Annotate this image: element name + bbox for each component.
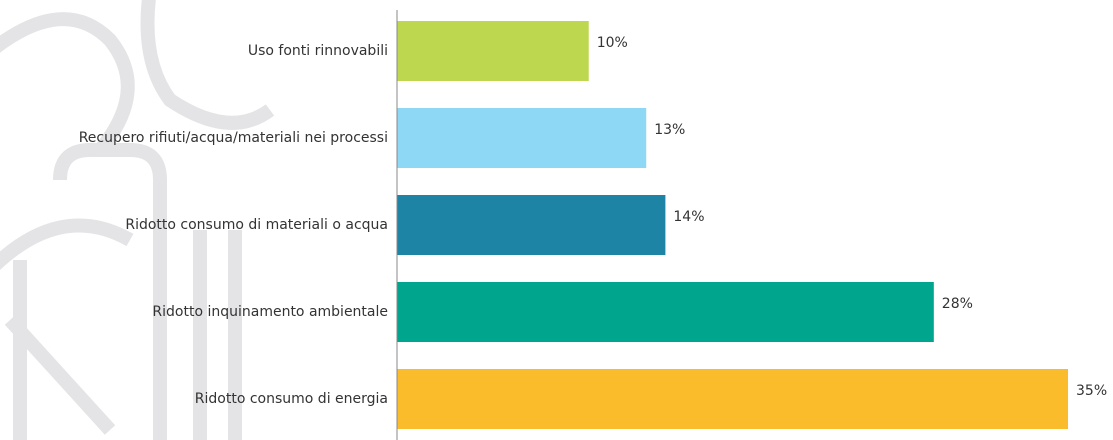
value-label: 35% (1076, 383, 1107, 399)
bar (397, 282, 934, 342)
background-decoration (0, 0, 275, 440)
category-label: Uso fonti rinnovabili (248, 43, 388, 59)
value-label: 14% (673, 209, 704, 225)
category-label: Recupero rifiuti/acqua/materiali nei pro… (79, 130, 388, 146)
value-label: 10% (597, 35, 628, 51)
bar (397, 195, 666, 255)
value-label: 28% (942, 296, 973, 312)
value-label: 13% (654, 122, 685, 138)
bar (397, 21, 589, 81)
bar (397, 108, 647, 168)
category-label: Ridotto consumo di energia (195, 391, 388, 407)
bar (397, 369, 1068, 429)
category-label: Ridotto consumo di materiali o acqua (125, 217, 388, 233)
category-label: Ridotto inquinamento ambientale (152, 304, 388, 320)
